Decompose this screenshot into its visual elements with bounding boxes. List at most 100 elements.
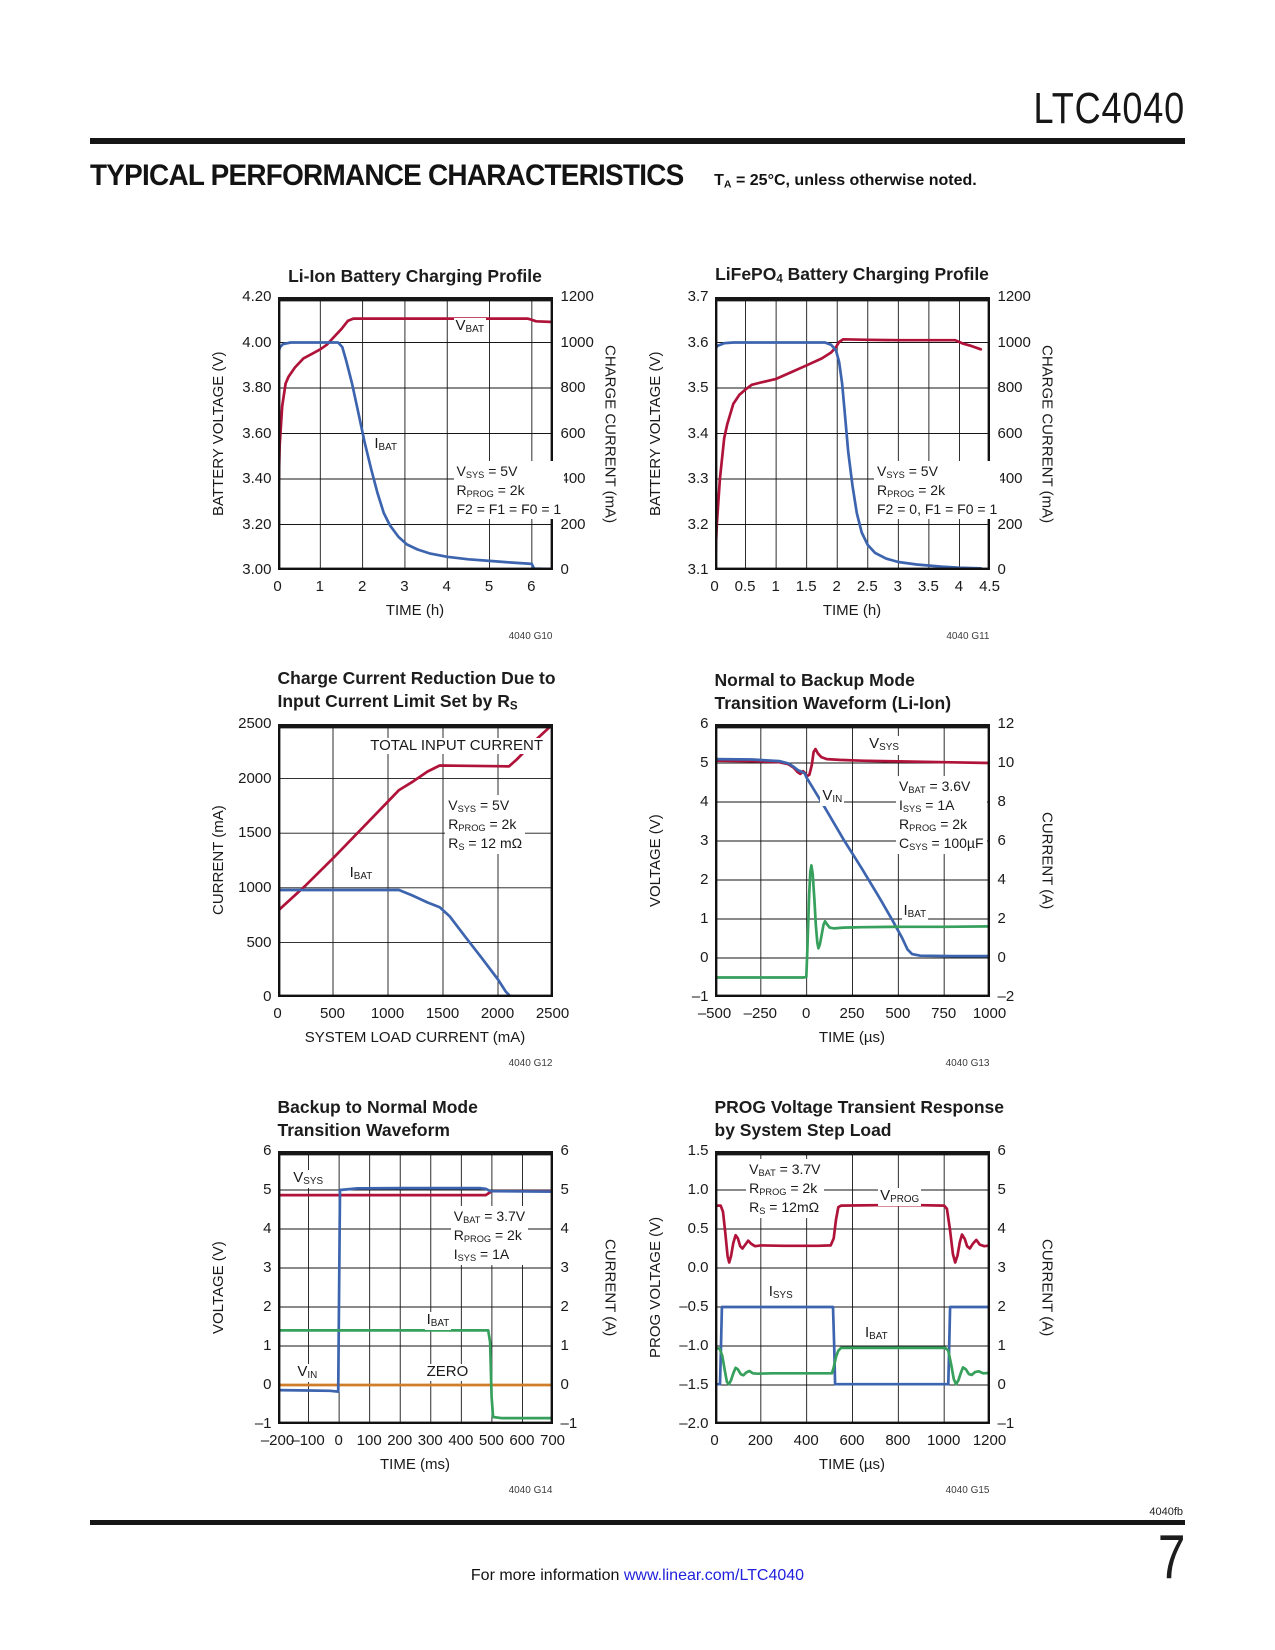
annotation-line: VSYS = 5V bbox=[457, 462, 562, 481]
label-text: = 2k bbox=[786, 1180, 818, 1197]
header-rule bbox=[90, 138, 1185, 145]
y-axis-label-right: CHARGE CURRENT (mA) bbox=[601, 344, 619, 523]
y-tick-label-left: 5 bbox=[263, 1181, 272, 1199]
y-tick-label-right: 4 bbox=[560, 1220, 569, 1238]
label-text: R bbox=[448, 816, 459, 833]
x-axis-label: SYSTEM LOAD CURRENT (mA) bbox=[304, 1029, 526, 1047]
x-axis-label: TIME (ms) bbox=[380, 1456, 450, 1474]
y-tick-label-right: 3 bbox=[997, 1259, 1006, 1277]
charts-grid: Li-Ion Battery Charging Profile 0 1 2 3 4 5 6 3.… bbox=[0, 239, 1275, 1502]
curve-label: IBAT bbox=[863, 1324, 890, 1343]
series-total-input-current bbox=[277, 724, 553, 913]
x-tick-label: 4 bbox=[954, 578, 964, 596]
curve-label: VPROG bbox=[878, 1187, 922, 1207]
x-tick-label: 1500 bbox=[425, 1005, 460, 1023]
chart-title-line: Charge Current Reduction Due to bbox=[278, 667, 638, 690]
label-text: = 100µF bbox=[927, 835, 984, 852]
chart-title-line: Input Current Limit Set by RS bbox=[278, 690, 638, 715]
curve-label: VIN bbox=[820, 787, 845, 807]
x-tick-label: 5 bbox=[484, 578, 494, 596]
y-tick-label-right: 0 bbox=[997, 1376, 1006, 1394]
y-tick-label-left: 500 bbox=[246, 933, 272, 951]
note-text: T bbox=[714, 172, 724, 190]
y-tick-label-right: 5 bbox=[560, 1181, 569, 1199]
label-text: V bbox=[880, 1187, 891, 1205]
x-tick-label: 200 bbox=[747, 1432, 773, 1450]
page-header: LTC4040 TYPICAL PERFORMANCE CHARACTERIST… bbox=[0, 85, 1275, 193]
label-text: R bbox=[456, 482, 467, 499]
y-tick-label-left: 2000 bbox=[238, 769, 272, 787]
label-text: C bbox=[899, 835, 910, 852]
y-tick-label-left: 3.60 bbox=[242, 424, 272, 442]
label-text: V bbox=[822, 787, 833, 805]
chart-title-line: Transition Waveform bbox=[278, 1119, 638, 1142]
y-tick-label-right: 1000 bbox=[560, 333, 594, 351]
annotation-line: RPROG = 2k bbox=[749, 1179, 820, 1198]
x-tick-label: 0 bbox=[710, 1432, 719, 1450]
x-tick-label: 1000 bbox=[370, 1005, 405, 1023]
x-tick-label: –100 bbox=[291, 1432, 325, 1450]
footer-row: 7 For more information www.linear.com/LT… bbox=[90, 1525, 1185, 1625]
subscript-text: PROG bbox=[466, 489, 494, 500]
label-text: = 1A bbox=[476, 1245, 510, 1262]
y-tick-label-right: 5 bbox=[997, 1181, 1006, 1199]
subscript-text: PROG bbox=[759, 1187, 787, 1198]
x-tick-label: 750 bbox=[931, 1005, 957, 1023]
chart-lifepo4-charging-profile: LiFePO4 Battery Charging Profile 0 0.5 1 1.5… bbox=[638, 239, 1075, 648]
x-tick-label: 600 bbox=[839, 1432, 865, 1450]
y-tick-label-left: 6 bbox=[263, 1142, 272, 1160]
series-vin bbox=[277, 1186, 553, 1394]
y-axis-label-right: CURRENT (A) bbox=[601, 1239, 619, 1337]
label-text: Input Current Limit Set by R bbox=[277, 691, 510, 712]
annotation-line: RPROG = 2k bbox=[448, 815, 522, 834]
annotation-line: F2 = 0, F1 = F0 = 1 bbox=[877, 500, 997, 518]
x-tick-label: 1000 bbox=[926, 1432, 961, 1450]
section-heading: TYPICAL PERFORMANCE CHARACTERISTICS TA =… bbox=[90, 159, 1185, 193]
x-tick-label: 300 bbox=[417, 1432, 443, 1450]
y-axis-label-right: CURRENT (A) bbox=[1038, 1239, 1056, 1337]
x-tick-label: –200 bbox=[260, 1432, 295, 1450]
figure-code: 4040 G13 bbox=[945, 1058, 990, 1070]
y-tick-label-right: 400 bbox=[560, 470, 586, 488]
y-tick-label-right: 200 bbox=[560, 515, 586, 533]
y-tick-label-left: –1 bbox=[691, 988, 709, 1006]
curve-label: VBAT bbox=[453, 317, 486, 336]
label-text: = 5V bbox=[476, 797, 510, 814]
y-tick-label-left: 2500 bbox=[238, 715, 272, 733]
subscript-text: PROG bbox=[463, 1233, 492, 1244]
series-vprog bbox=[714, 1204, 990, 1265]
y-tick-label-left: 4.00 bbox=[242, 333, 272, 351]
x-tick-label: 0.5 bbox=[734, 578, 756, 596]
subscript-text: PROG bbox=[890, 1194, 920, 1206]
subscript-text: SYS bbox=[879, 742, 899, 754]
conditions-annotation: VSYS = 5V RPROG = 2k F2 = 0, F1 = F0 = 1 bbox=[874, 460, 1001, 520]
plot-canvas bbox=[714, 724, 990, 998]
series-ibat bbox=[714, 864, 990, 980]
curve-label: VIN bbox=[295, 1363, 320, 1383]
y-tick-label-left: 0.0 bbox=[687, 1259, 709, 1277]
label-text: Backup to Normal Mode bbox=[277, 1097, 478, 1117]
label-text: PROG Voltage Transient Response bbox=[714, 1097, 1004, 1117]
annotation-line: ISYS = 1A bbox=[454, 1245, 525, 1264]
y-tick-label-left: 2 bbox=[263, 1298, 272, 1316]
chart-body: –200 –100 0 100 200 300 400 500 600 700 –1 0 1 2 3 4 5 6–… bbox=[201, 1142, 638, 1502]
x-tick-label: 100 bbox=[356, 1432, 382, 1450]
curve-label: ISYS bbox=[766, 1283, 795, 1302]
label-text: V bbox=[297, 1363, 308, 1381]
y-tick-label-left: 1500 bbox=[238, 824, 272, 842]
x-tick-label: 1.5 bbox=[795, 578, 817, 596]
y-tick-label-left: 3 bbox=[263, 1259, 272, 1277]
linear-website-link[interactable]: www.linear.com/LTC4040 bbox=[623, 1567, 805, 1585]
y-tick-label-left: –0.5 bbox=[679, 1298, 709, 1316]
y-tick-label-left: 3.6 bbox=[687, 333, 709, 351]
label-text: I bbox=[426, 1311, 431, 1329]
subscript-text: SYS bbox=[886, 470, 905, 481]
subscript-text: BAT bbox=[378, 442, 398, 454]
label-text: R bbox=[448, 835, 459, 852]
annotation-line: VSYS = 5V bbox=[877, 462, 997, 481]
conditions-annotation: VBAT = 3.6V ISYS = 1A RPROG = 2k CSYS = 100… bbox=[896, 776, 987, 855]
label-text: Battery Charging Profile bbox=[782, 264, 989, 285]
x-tick-label: 0 bbox=[710, 578, 719, 596]
label-text: = 12 mΩ bbox=[464, 835, 523, 852]
y-tick-label-left: 3.2 bbox=[687, 515, 709, 533]
